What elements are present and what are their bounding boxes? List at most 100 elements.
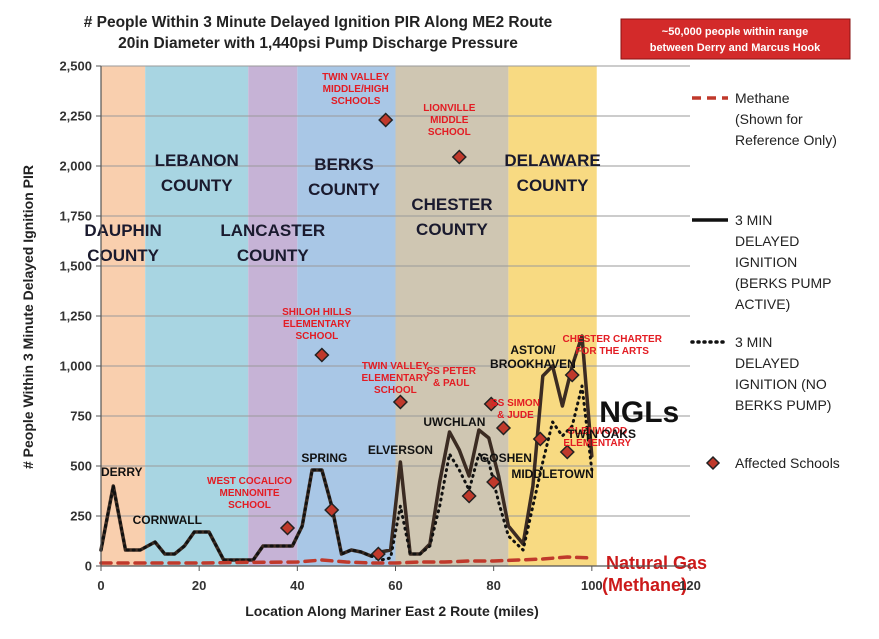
county-label-line: LEBANON: [155, 151, 239, 170]
county-label-line: COUNTY: [308, 180, 380, 199]
y-axis-label: # People Within 3 Minute Delayed Ignitio…: [20, 165, 36, 469]
school-marker: [392, 394, 408, 410]
place-label: SPRING: [301, 451, 347, 465]
legend-text-line: DELAYED: [735, 355, 799, 371]
y-tick-label: 2,500: [59, 59, 92, 74]
school-label: WEST COCALICO MENNONITE SCHOOL: [207, 476, 292, 511]
county-label-line: DAUPHIN: [84, 221, 161, 240]
legend-text-line: 3 MIN: [735, 212, 772, 228]
x-tick-label: 120: [679, 578, 701, 593]
county-label-line: COUNTY: [87, 246, 159, 265]
school-label-line: & JUDE: [497, 410, 534, 421]
school-label: TWIN VALLEY ELEMENTARY SCHOOL: [362, 361, 430, 396]
y-tick-label: 1,500: [59, 259, 92, 274]
school-label-line: CHESTER CHARTER: [562, 334, 662, 345]
legend-text: Affected Schools: [735, 455, 840, 471]
school-marker: [314, 347, 330, 363]
county-label-line: LANCASTER: [220, 221, 325, 240]
place-label-line: CORNWALL: [133, 513, 202, 527]
school-label-line: SS PETER: [426, 366, 476, 377]
legend-text-line: IGNITION (NO: [735, 376, 827, 392]
place-label: UWCHLAN: [423, 415, 485, 429]
school-markers: [279, 112, 580, 562]
school-label-line: SCHOOL: [428, 127, 471, 138]
legend-text: Methane (Shown for Reference Only): [735, 90, 837, 148]
place-label-line: DERRY: [101, 465, 143, 479]
legend-text-line: ACTIVE): [735, 296, 790, 312]
legend-text-line: DELAYED: [735, 233, 799, 249]
y-tick-label: 0: [85, 559, 92, 574]
school-marker: [370, 546, 386, 562]
county-label-line: COUNTY: [237, 246, 309, 265]
y-tick-label: 2,250: [59, 109, 92, 124]
x-tick-label: 60: [388, 578, 402, 593]
school-label-line: TWIN VALLEY: [322, 72, 389, 83]
x-axis-label: Location Along Mariner East 2 Route (mil…: [245, 603, 539, 619]
y-tick-label: 500: [70, 459, 92, 474]
school-label: CHESTER CHARTER FOR THE ARTS: [562, 334, 662, 357]
county-label: LANCASTER COUNTY: [220, 221, 325, 265]
banner: ~50,000 people within range between Derr…: [620, 18, 851, 60]
series-line-dashed: [99, 555, 594, 565]
x-tick-label: 0: [97, 578, 104, 593]
place-label-line: GOSHEN: [480, 451, 532, 465]
school-label: SHILOH HILLS ELEMENTARY SCHOOL: [282, 307, 352, 342]
legend-symbol: [705, 455, 721, 471]
school-marker: [279, 520, 296, 536]
place-label: CORNWALL: [133, 513, 202, 527]
legend-text-line: Reference Only): [735, 132, 837, 148]
place-label-line: ASTON/: [510, 343, 556, 357]
county-label-line: BERKS: [314, 155, 374, 174]
place-label-line: ELVERSON: [368, 443, 433, 457]
natural-gas-label-line: Natural Gas: [606, 553, 707, 573]
y-tick-label: 1,250: [59, 309, 92, 324]
place-label-line: UWCHLAN: [423, 415, 485, 429]
y-tick-label: 750: [70, 409, 92, 424]
legend-text-line: BERKS PUMP): [735, 397, 831, 413]
school-marker: [324, 502, 340, 518]
school-label: TWIN VALLEY MIDDLE/HIGH SCHOOLS: [322, 72, 389, 107]
place-label-line: BROOKHAVEN: [490, 357, 576, 371]
school-marker: [495, 420, 512, 436]
place-label: MIDDLETOWN: [511, 467, 593, 481]
school-marker: [461, 488, 477, 504]
legend-text-line: 3 MIN: [735, 334, 772, 350]
series-lines: [99, 334, 594, 565]
school-label: SS PETER & PAUL: [426, 366, 476, 389]
county-label-line: COUNTY: [161, 176, 233, 195]
place-label-line: SPRING: [301, 451, 347, 465]
annotations: DAUPHIN COUNTY LEBANON COUNTY LANCASTER COUNT…: [84, 72, 707, 595]
school-label-line: MIDDLE: [430, 115, 469, 126]
school-label-line: & PAUL: [433, 378, 469, 389]
county-label-line: DELAWARE: [504, 151, 600, 170]
school-label: SS SIMON & JUDE: [491, 398, 540, 421]
school-label-line: GLENWOOD: [567, 426, 627, 437]
place-label: GOSHEN: [480, 451, 532, 465]
legend-text-line: (BERKS PUMP: [735, 275, 831, 291]
legend-text-line: Methane: [735, 90, 790, 106]
school-label-line: SHILOH HILLS: [282, 307, 352, 318]
school-marker: [451, 149, 467, 165]
county-label-line: COUNTY: [517, 176, 589, 195]
school-label-line: WEST COCALICO: [207, 476, 292, 487]
place-label: ASTON/BROOKHAVEN: [490, 343, 576, 371]
legend-text-line: (Shown for: [735, 111, 803, 127]
county-label-line: COUNTY: [416, 220, 488, 239]
banner-line-1: ~50,000 people within range: [662, 26, 808, 38]
school-label-line: TWIN VALLEY: [362, 361, 429, 372]
y-tick-label: 2,000: [59, 159, 92, 174]
school-label-line: MENNONITE: [220, 488, 280, 499]
school-label-line: SCHOOL: [228, 500, 271, 511]
school-label-line: FOR THE ARTS: [575, 346, 649, 357]
x-tick-label: 40: [290, 578, 304, 593]
county-label-line: CHESTER: [411, 195, 492, 214]
school-label-line: ELEMENTARY: [283, 319, 351, 330]
y-tick-label: 1,750: [59, 209, 92, 224]
place-label: ELVERSON: [368, 443, 433, 457]
school-marker: [378, 112, 394, 128]
legend-text: 3 MIN DELAYED IGNITION (NO BERKS PUMP): [735, 334, 831, 413]
chart-subtitle: 20in Diameter with 1,440psi Pump Dischar…: [118, 35, 518, 52]
series-line-dotted: [99, 384, 594, 562]
school-label-line: SS SIMON: [491, 398, 540, 409]
school-label-line: SCHOOLS: [331, 96, 381, 107]
